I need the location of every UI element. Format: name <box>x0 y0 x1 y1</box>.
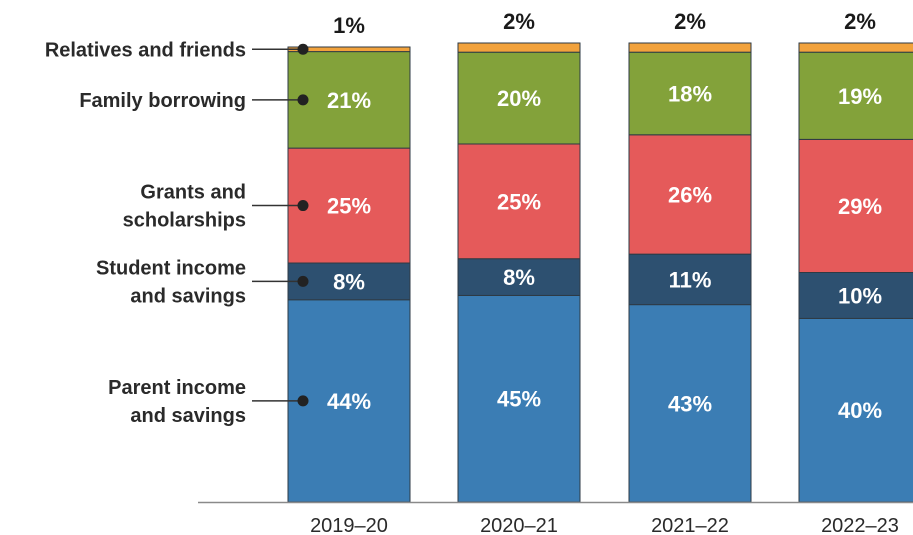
data-label: 26% <box>668 182 712 207</box>
data-label: 44% <box>327 389 371 414</box>
legend-label: Family borrowing <box>79 90 246 112</box>
x-axis: 2019–20 2020–21 2021–22 2022–23 <box>198 501 913 535</box>
legend-label: Student income <box>96 257 246 279</box>
data-label: 10% <box>838 283 882 308</box>
data-label: 43% <box>668 391 712 416</box>
data-label: 18% <box>668 81 712 106</box>
legend-marker-dot <box>297 275 309 287</box>
x-tick-label: 2019–20 <box>310 515 388 535</box>
bar-segment <box>457 51 581 145</box>
legend-label: and savings <box>130 405 246 427</box>
legend-marker-dot <box>297 200 309 212</box>
bar-segment <box>457 258 581 296</box>
data-label: 8% <box>333 269 365 294</box>
legend-marker-dot <box>297 43 309 55</box>
bar-segment <box>798 317 913 503</box>
bar-segment <box>798 272 913 319</box>
data-label: 25% <box>327 194 371 219</box>
legend-marker-dot <box>297 94 309 106</box>
legend-group: Parent income and savings Student income an… <box>45 39 309 427</box>
data-label: 1% <box>333 13 365 38</box>
x-tick-label: 2022–23 <box>821 515 899 535</box>
bar-segment <box>457 42 581 53</box>
data-label: 40% <box>838 398 882 423</box>
bar-segment <box>457 143 581 260</box>
data-label: 19% <box>838 84 882 109</box>
legend-label: scholarships <box>123 210 246 232</box>
data-label: 2% <box>844 9 876 34</box>
data-label: 21% <box>327 88 371 113</box>
data-label: 25% <box>497 189 541 214</box>
data-label: 20% <box>497 86 541 111</box>
legend-label: Parent income <box>108 377 246 399</box>
bar-segment <box>628 304 752 503</box>
data-label: 29% <box>838 194 882 219</box>
legend-marker-dot <box>297 395 309 407</box>
bar-segment <box>628 51 752 136</box>
x-tick-label: 2020–21 <box>480 515 558 535</box>
bar-segment <box>628 253 752 306</box>
data-label: 45% <box>497 387 541 412</box>
bar-segment <box>628 134 752 255</box>
bars-group: 44% 8% 25% 21% 1% 45% 8% 25% 20% 2% 43% 11% 26% 18% 2%… <box>287 9 913 503</box>
legend-label: Relatives and friends <box>45 39 246 61</box>
x-tick-label: 2021–22 <box>651 515 729 535</box>
bar-segment <box>798 51 913 140</box>
bar-segment <box>798 42 913 53</box>
data-label: 11% <box>669 267 712 292</box>
data-label: 2% <box>503 9 535 34</box>
bar-segment <box>798 138 913 273</box>
legend-label: and savings <box>130 285 246 307</box>
data-label: 2% <box>674 9 706 34</box>
legend-label: Grants and <box>140 182 246 204</box>
bar-segment <box>628 42 752 53</box>
data-label: 8% <box>503 265 535 290</box>
